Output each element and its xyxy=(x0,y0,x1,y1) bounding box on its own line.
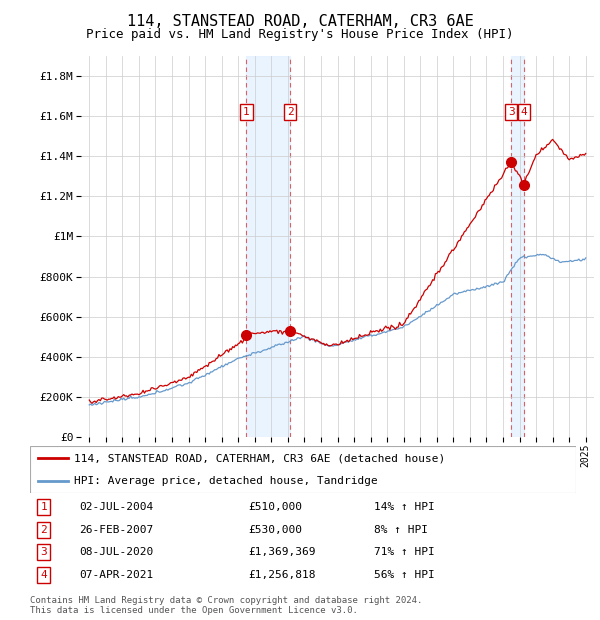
Text: 1: 1 xyxy=(40,502,47,512)
Bar xyxy=(247,56,290,437)
Text: 56% ↑ HPI: 56% ↑ HPI xyxy=(374,570,435,580)
Text: 2: 2 xyxy=(287,107,294,117)
Text: 02-JUL-2004: 02-JUL-2004 xyxy=(79,502,154,512)
Text: 114, STANSTEAD ROAD, CATERHAM, CR3 6AE (detached house): 114, STANSTEAD ROAD, CATERHAM, CR3 6AE (… xyxy=(74,453,445,463)
Bar xyxy=(511,56,524,437)
Text: 3: 3 xyxy=(40,547,47,557)
Text: 4: 4 xyxy=(521,107,527,117)
Text: 114, STANSTEAD ROAD, CATERHAM, CR3 6AE: 114, STANSTEAD ROAD, CATERHAM, CR3 6AE xyxy=(127,14,473,29)
Text: 07-APR-2021: 07-APR-2021 xyxy=(79,570,154,580)
Text: £510,000: £510,000 xyxy=(248,502,302,512)
Text: 3: 3 xyxy=(508,107,515,117)
Text: 71% ↑ HPI: 71% ↑ HPI xyxy=(374,547,435,557)
Text: Contains HM Land Registry data © Crown copyright and database right 2024.
This d: Contains HM Land Registry data © Crown c… xyxy=(30,596,422,615)
Text: 4: 4 xyxy=(40,570,47,580)
Text: 8% ↑ HPI: 8% ↑ HPI xyxy=(374,525,428,534)
Text: HPI: Average price, detached house, Tandridge: HPI: Average price, detached house, Tand… xyxy=(74,476,377,486)
Text: 14% ↑ HPI: 14% ↑ HPI xyxy=(374,502,435,512)
Text: 08-JUL-2020: 08-JUL-2020 xyxy=(79,547,154,557)
Text: £530,000: £530,000 xyxy=(248,525,302,534)
Text: 2: 2 xyxy=(40,525,47,534)
Text: 1: 1 xyxy=(243,107,250,117)
Text: £1,369,369: £1,369,369 xyxy=(248,547,316,557)
Text: Price paid vs. HM Land Registry's House Price Index (HPI): Price paid vs. HM Land Registry's House … xyxy=(86,28,514,41)
Text: £1,256,818: £1,256,818 xyxy=(248,570,316,580)
Text: 26-FEB-2007: 26-FEB-2007 xyxy=(79,525,154,534)
